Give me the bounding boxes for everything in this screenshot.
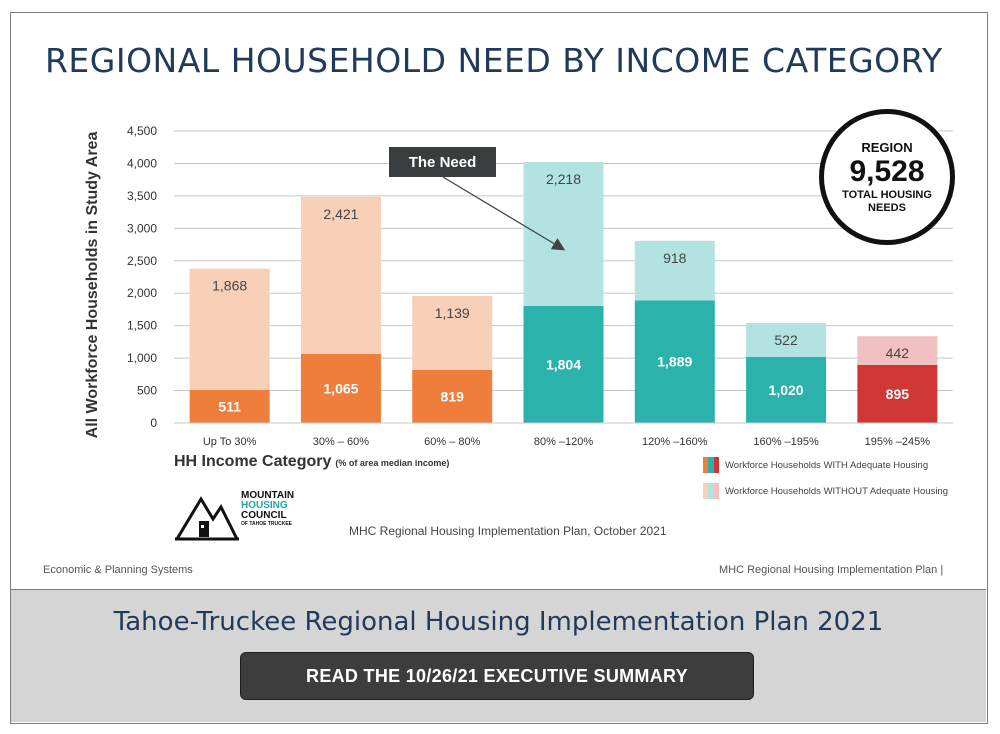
y-tick-label: 1,000 xyxy=(127,351,157,365)
region-total-value: 9,528 xyxy=(849,154,925,188)
plan-banner: Tahoe-Truckee Regional Housing Implement… xyxy=(11,589,986,722)
y-tick-label: 500 xyxy=(137,384,157,398)
bar-without-adequate-housing xyxy=(634,240,715,301)
bar-without-adequate-housing xyxy=(300,196,381,354)
x-tick-label: 195% –245% xyxy=(865,436,931,448)
data-label-without: 918 xyxy=(663,250,687,266)
legend-item-without: Workforce Households WITHOUT Adequate Ho… xyxy=(703,483,978,499)
data-label-with: 895 xyxy=(886,386,910,402)
logo-line-1: MOUNTAIN xyxy=(241,490,295,501)
data-label-with: 1,889 xyxy=(657,354,692,370)
data-label-with: 1,804 xyxy=(546,356,581,372)
logo-line-3: COUNCIL xyxy=(241,510,287,521)
x-tick-label: 30% – 60% xyxy=(313,436,369,448)
data-label-with: 511 xyxy=(218,398,241,414)
bar-with-adequate-housing xyxy=(523,305,604,423)
footer-left: Economic & Planning Systems xyxy=(43,564,193,576)
bar-without-adequate-housing xyxy=(189,268,270,390)
data-label-without: 522 xyxy=(774,332,798,348)
data-label-without: 2,421 xyxy=(323,206,358,222)
bar-without-adequate-housing xyxy=(857,336,938,365)
data-label-without: 2,218 xyxy=(546,171,581,187)
bar-with-adequate-housing xyxy=(300,353,381,423)
region-sub-line1: TOTAL HOUSING xyxy=(842,188,932,201)
region-label: REGION xyxy=(861,139,913,155)
y-tick-label: 3,000 xyxy=(127,221,157,235)
x-tick-label: Up To 30% xyxy=(203,436,257,448)
chart-slide: REGIONAL HOUSEHOLD NEED BY INCOME CATEGO… xyxy=(11,13,986,589)
bar-with-adequate-housing xyxy=(412,369,493,423)
y-tick-label: 2,500 xyxy=(127,254,157,268)
data-label-with: 1,065 xyxy=(323,380,358,396)
data-label-with: 819 xyxy=(441,388,465,404)
chart-title: REGIONAL HOUSEHOLD NEED BY INCOME CATEGO… xyxy=(45,41,943,80)
x-tick-label: 60% – 80% xyxy=(424,436,480,448)
data-label-without: 442 xyxy=(886,345,910,361)
x-axis-note: (% of area median income) xyxy=(335,458,450,468)
legend-swatch-with xyxy=(703,457,719,473)
x-axis-title: HH Income Category (% of area median inco… xyxy=(174,453,449,471)
mountain-housing-council-logo-icon xyxy=(175,496,239,541)
y-tick-label: 2,000 xyxy=(127,286,157,300)
banner-title: Tahoe-Truckee Regional Housing Implement… xyxy=(113,607,884,637)
x-tick-label: 120% –160% xyxy=(642,436,708,448)
bar-with-adequate-housing xyxy=(746,356,827,423)
y-tick-label: 4,000 xyxy=(127,156,157,170)
source-note: MHC Regional Housing Implementation Plan… xyxy=(349,524,667,538)
bar-with-adequate-housing xyxy=(857,364,938,423)
y-tick-label: 1,500 xyxy=(127,319,157,333)
bar-without-adequate-housing xyxy=(746,322,827,357)
footer-right: MHC Regional Housing Implementation Plan… xyxy=(719,564,944,576)
x-tick-label: 160% –195% xyxy=(753,436,819,448)
legend-swatch-without xyxy=(703,483,719,499)
legend-label-without: Workforce Households WITHOUT Adequate Ho… xyxy=(725,485,948,497)
logo-line-4: OF TAHOE TRUCKEE xyxy=(241,521,293,527)
bar-with-adequate-housing xyxy=(634,300,715,423)
legend-label-with: Workforce Households WITH Adequate Housi… xyxy=(725,459,929,471)
chart-legend: Workforce Households WITH Adequate Housi… xyxy=(703,457,978,509)
data-label-with: 1,020 xyxy=(769,382,804,398)
legend-item-with: Workforce Households WITH Adequate Housi… xyxy=(703,457,978,473)
data-label-without: 1,139 xyxy=(435,305,470,321)
y-tick-label: 0 xyxy=(150,416,157,430)
y-axis-title: All Workforce Households in Study Area xyxy=(84,132,101,439)
card-frame: REGIONAL HOUSEHOLD NEED BY INCOME CATEGO… xyxy=(10,12,988,724)
y-tick-label: 3,500 xyxy=(127,189,157,203)
bar-without-adequate-housing xyxy=(412,295,493,370)
read-executive-summary-button[interactable]: READ THE 10/26/21 EXECUTIVE SUMMARY xyxy=(240,652,754,700)
y-tick-label: 4,500 xyxy=(127,124,157,138)
data-label-without: 1,868 xyxy=(212,278,247,294)
mhc-logo-text: MOUNTAIN HOUSING COUNCIL OF TAHOE TRUCKE… xyxy=(241,490,295,528)
x-tick-label: 80% –120% xyxy=(534,436,594,448)
region-sub-line2: NEEDS xyxy=(868,201,906,214)
logo-line-2: HOUSING xyxy=(241,500,288,511)
region-total-badge: REGION 9,528 TOTAL HOUSING NEEDS xyxy=(819,109,955,245)
callout-arrow xyxy=(442,176,566,251)
x-axis-label: HH Income Category xyxy=(174,453,332,470)
the-need-callout: The Need xyxy=(389,147,496,177)
bar-with-adequate-housing xyxy=(189,389,270,423)
